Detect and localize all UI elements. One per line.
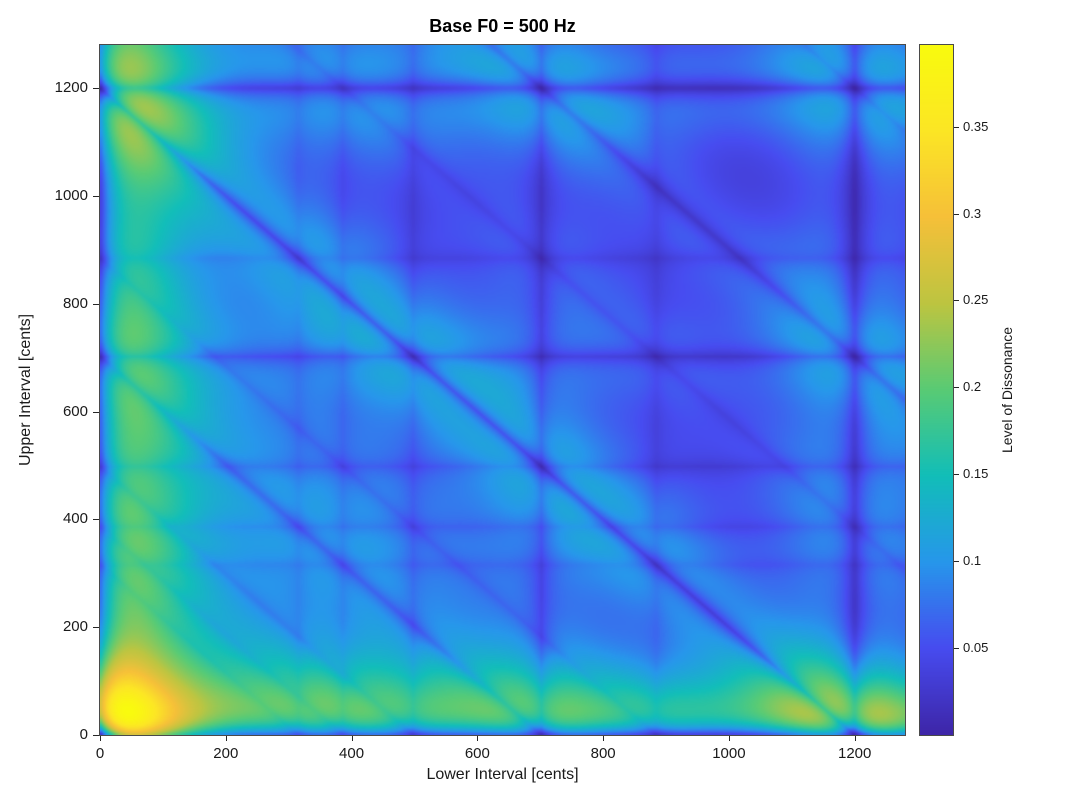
x-tick-label: 600: [464, 745, 490, 762]
colorbar: [919, 44, 954, 736]
colorbar-tick-label: 0.05: [963, 640, 989, 656]
y-tick-mark: [93, 519, 99, 521]
colorbar-tick-mark: [954, 474, 959, 476]
x-tick-mark: [854, 736, 856, 741]
y-tick-label: 0: [79, 726, 88, 743]
y-tick-label: 600: [62, 402, 88, 420]
y-tick-label: 400: [62, 510, 88, 528]
x-tick-mark: [728, 736, 730, 741]
colorbar-tick-label: 0.15: [963, 466, 989, 482]
y-tick-mark: [93, 88, 99, 90]
colorbar-tick-mark: [954, 126, 959, 128]
heatmap-image: [99, 44, 906, 736]
chart-title: Base F0 = 500 Hz: [429, 16, 576, 36]
y-tick-mark: [93, 627, 99, 629]
x-tick-mark: [603, 736, 605, 741]
x-tick-label: 400: [339, 745, 365, 762]
colorbar-tick-mark: [954, 561, 959, 563]
y-tick-label: 1200: [54, 79, 88, 97]
colorbar-tick-mark: [954, 213, 959, 215]
y-tick-mark: [93, 195, 99, 197]
x-tick-mark: [225, 736, 227, 741]
y-tick-mark: [93, 411, 99, 413]
y-tick-mark: [93, 303, 99, 305]
y-tick-label: 1000: [54, 186, 88, 204]
x-tick-label: 1200: [838, 745, 872, 762]
x-tick-label: 0: [95, 745, 105, 762]
x-tick-label: 200: [213, 745, 239, 762]
y-tick-label: 200: [62, 618, 88, 636]
colorbar-tick-label: 0.35: [963, 118, 989, 134]
x-tick-mark: [477, 736, 479, 741]
y-tick-mark: [93, 735, 99, 736]
colorbar-tick-label: 0.2: [963, 379, 982, 395]
x-axis-label: Lower Interval [cents]: [426, 766, 579, 783]
y-tick-label: 800: [62, 294, 88, 312]
x-tick-label: 800: [590, 745, 616, 762]
y-axis-label: Upper Interval [cents]: [17, 313, 34, 467]
colorbar-tick-mark: [954, 387, 959, 389]
colorbar-tick-label: 0.3: [963, 205, 982, 221]
colorbar-tick-label: 0.25: [963, 292, 989, 308]
colorbar-tick-label: 0.1: [963, 553, 982, 569]
colorbar-tick-mark: [954, 300, 959, 302]
x-tick-label: 1000: [712, 745, 746, 762]
x-tick-mark: [351, 736, 353, 741]
colorbar-tick-mark: [954, 648, 959, 650]
x-tick-mark: [100, 736, 101, 741]
